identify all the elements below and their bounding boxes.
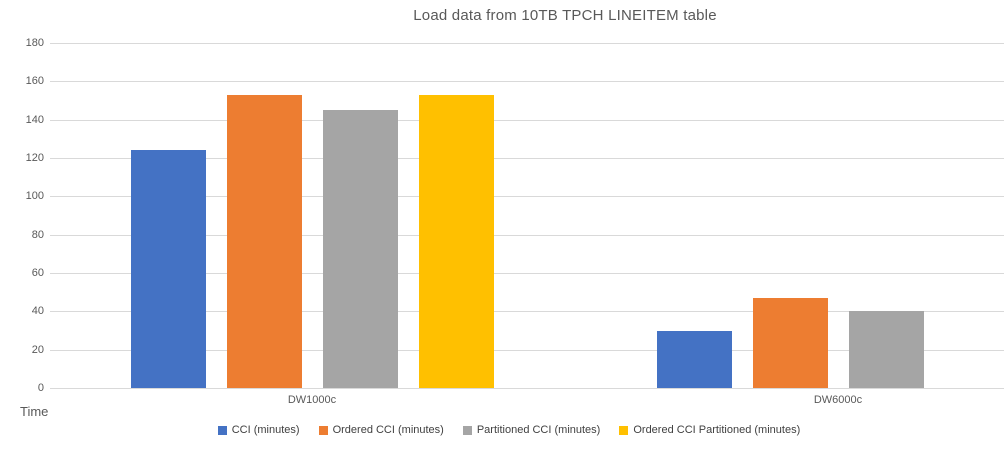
legend-marker-icon — [462, 425, 472, 435]
y-axis-tick-label-140: 140 — [25, 113, 44, 126]
legend-label: CCI (minutes) — [231, 424, 300, 436]
y-axis-tick-label-160: 160 — [25, 75, 44, 88]
x-axis-category-label-dw1000c: DW1000c — [287, 394, 337, 406]
x-axis-line — [50, 388, 1004, 389]
legend-label: Ordered CCI Partitioned (minutes) — [633, 424, 801, 436]
y-axis-tick-label-0: 0 — [37, 382, 44, 394]
gridline-100 — [50, 196, 1004, 198]
y-axis-tick-label-120: 120 — [25, 152, 44, 164]
gridline-40 — [50, 311, 1004, 313]
legend-item-partitioned-cci-minutes: Partitioned CCI (minutes) — [462, 424, 601, 436]
gridline-180 — [50, 43, 1004, 44]
legend-label: Partitioned CCI (minutes) — [476, 424, 601, 436]
y-axis-tick-label-20: 20 — [31, 343, 44, 356]
chart-legend: CCI (minutes) Ordered CCI (minutes) Partit… — [0, 424, 1004, 436]
gridline-160 — [50, 81, 1004, 83]
y-axis-tick-label-60: 60 — [31, 267, 44, 279]
bar-ordered-cci-minutes-dw6000c — [752, 297, 828, 388]
gridline-60 — [50, 273, 1004, 274]
legend-marker-icon — [217, 425, 227, 435]
y-axis-tick-label-100: 100 — [25, 190, 44, 203]
bar-partitioned-cci-minutes-dw6000c — [848, 311, 924, 388]
bar-cci-minutes-dw6000c — [656, 330, 732, 388]
bar-partitioned-cci-minutes-dw1000c — [322, 110, 398, 388]
bar-ordered-cci-partitioned-minutes-dw1000c — [418, 94, 494, 388]
bar-cci-minutes-dw1000c — [130, 150, 206, 388]
legend-label: Ordered CCI (minutes) — [332, 424, 444, 436]
legend-item-ordered-cci-partitioned-minutes: Ordered CCI Partitioned (minutes) — [619, 424, 800, 436]
legend-marker-icon — [619, 425, 629, 435]
y-axis-tick-label-40: 40 — [31, 305, 44, 318]
gridline-120 — [50, 158, 1004, 159]
chart-title: Load data from 10TB TPCH LINEITEM table — [413, 7, 717, 24]
gridline-20 — [50, 349, 1004, 351]
legend-item-cci-minutes: CCI (minutes) — [217, 424, 300, 436]
gridline-140 — [50, 119, 1004, 121]
y-axis-tick-label-80: 80 — [31, 228, 44, 241]
y-axis-tick-label-180: 180 — [25, 37, 44, 49]
gridline-80 — [50, 234, 1004, 236]
time-axis-title: Time — [20, 404, 49, 419]
legend-item-ordered-cci-minutes: Ordered CCI (minutes) — [318, 424, 444, 436]
legend-marker-icon — [318, 425, 328, 435]
bar-ordered-cci-minutes-dw1000c — [226, 94, 302, 388]
x-axis-category-label-dw6000c: DW6000c — [813, 394, 863, 406]
